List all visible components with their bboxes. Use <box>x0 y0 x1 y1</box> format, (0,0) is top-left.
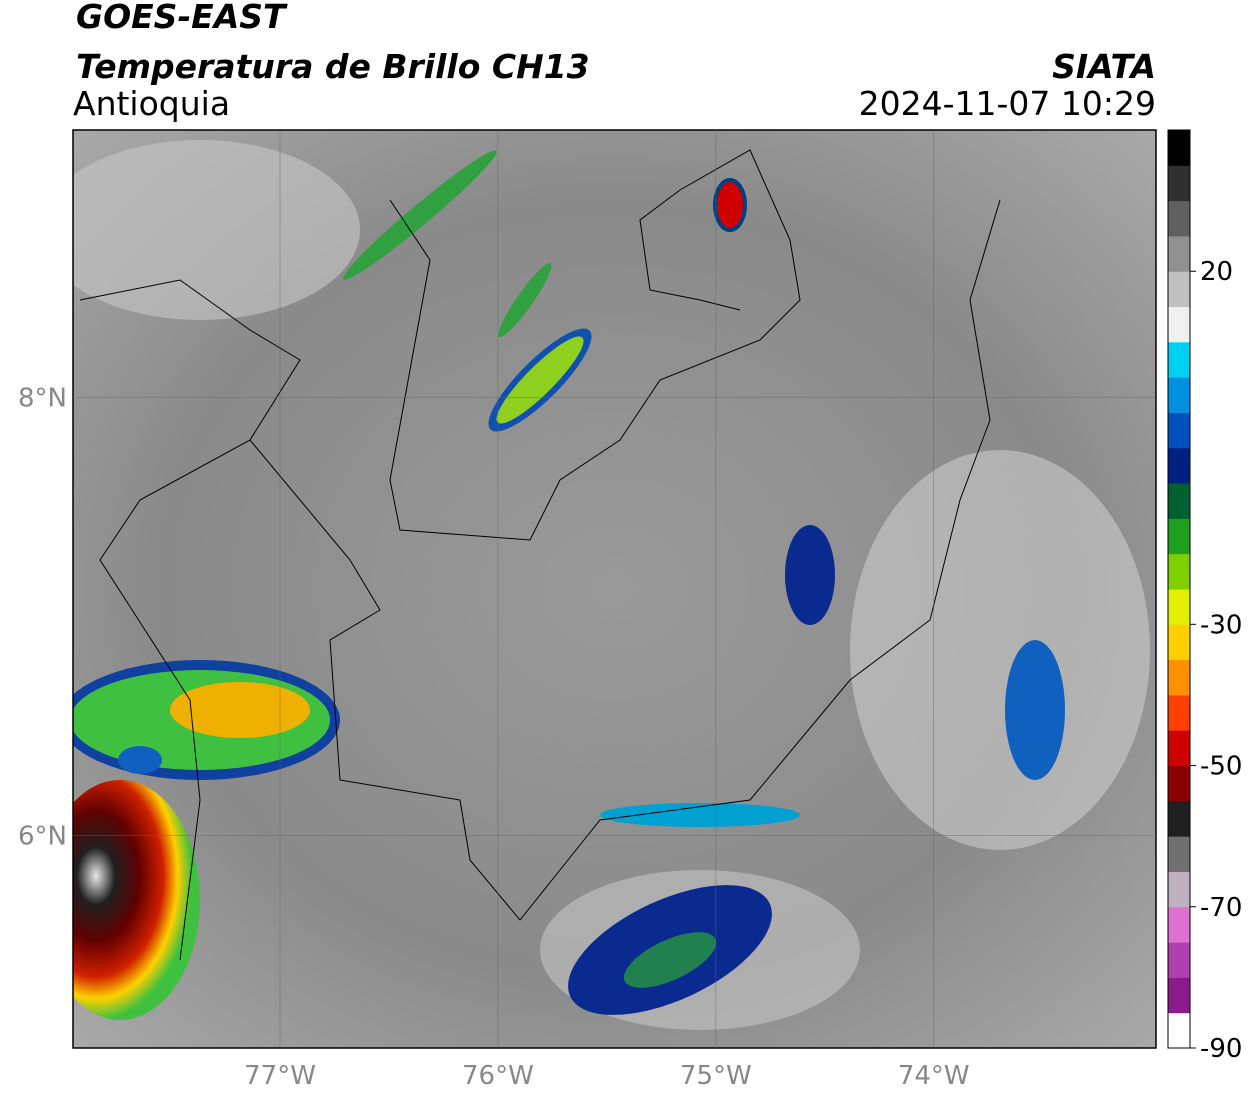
colorbar-swatch <box>1168 553 1190 590</box>
colorbar-swatch <box>1168 1012 1190 1049</box>
colorbar-swatch <box>1168 341 1190 378</box>
colorbar-swatch <box>1168 271 1190 308</box>
colorbar-swatch <box>1168 871 1190 908</box>
x-tick-label: 77°W <box>244 1061 316 1091</box>
source: SIATA <box>1052 47 1156 86</box>
colorbar-swatch <box>1168 659 1190 696</box>
colorbar-swatch <box>1168 483 1190 519</box>
timestamp: 2024-11-07 10:29 <box>859 84 1156 123</box>
y-tick-label: 8°N <box>18 383 67 413</box>
subtitle: Temperatura de Brillo CH13 <box>76 47 590 86</box>
title: GOES-EAST <box>76 0 288 36</box>
y-tick-label: 6°N <box>18 821 67 851</box>
colorbar-tick-label: 20 <box>1200 257 1233 287</box>
colorbar-swatch <box>1168 589 1190 625</box>
colorbar-swatch <box>1168 800 1190 837</box>
colorbar-swatch <box>1168 412 1190 449</box>
colorbar-border <box>1167 129 1191 1049</box>
colorbar-swatch <box>1168 977 1190 1014</box>
colorbar-swatch <box>1168 165 1190 202</box>
colorbar-swatch <box>1168 906 1190 943</box>
colorbar-swatch <box>1168 730 1190 767</box>
x-tick-label: 74°W <box>898 1061 970 1091</box>
colorbar-swatch <box>1168 235 1190 272</box>
colorbar-swatch <box>1168 306 1190 343</box>
colorbar-swatch <box>1168 942 1190 978</box>
colorbar-tick-label: -50 <box>1200 752 1242 782</box>
colorbar-swatch <box>1168 518 1190 555</box>
colorbar-swatch <box>1168 836 1190 872</box>
colorbar-swatch <box>1168 377 1190 413</box>
colorbar-swatch <box>1168 447 1190 484</box>
colorbar-swatch <box>1168 624 1190 661</box>
colorbar-swatch <box>1168 694 1190 731</box>
colorbar-swatch <box>1168 200 1190 237</box>
colorbar-tick-label: -70 <box>1200 893 1242 923</box>
region: Antioquia <box>73 84 230 123</box>
x-tick-label: 75°W <box>680 1061 752 1091</box>
satellite-image <box>73 130 1156 1048</box>
x-tick-label: 76°W <box>462 1061 534 1091</box>
colorbar-swatch <box>1168 765 1190 802</box>
colorbar-swatch <box>1168 130 1190 166</box>
map-frame <box>72 129 1157 1049</box>
colorbar-tick-label: -30 <box>1200 610 1242 640</box>
colorbar-tick-label: -90 <box>1200 1034 1242 1064</box>
